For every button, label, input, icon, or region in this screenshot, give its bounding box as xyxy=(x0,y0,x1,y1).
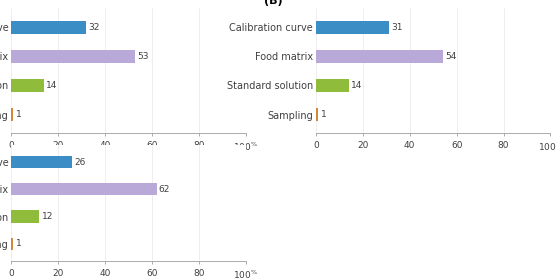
Text: 31: 31 xyxy=(391,23,403,32)
Bar xyxy=(316,79,349,92)
Bar xyxy=(11,238,13,250)
Bar xyxy=(316,108,318,121)
Bar xyxy=(11,108,13,121)
Text: 62: 62 xyxy=(159,185,170,194)
Text: 54: 54 xyxy=(445,52,456,61)
Bar xyxy=(11,79,44,92)
Text: (B): (B) xyxy=(264,0,283,6)
Bar xyxy=(11,156,72,168)
Bar xyxy=(11,50,136,63)
Bar xyxy=(316,50,443,63)
Text: 53: 53 xyxy=(138,52,149,61)
Text: 1: 1 xyxy=(321,110,326,119)
Bar xyxy=(316,21,389,34)
Bar xyxy=(11,21,86,34)
Text: 1: 1 xyxy=(16,110,22,119)
Text: 14: 14 xyxy=(46,81,58,90)
Bar xyxy=(11,183,156,195)
Text: 12: 12 xyxy=(42,212,53,221)
Text: 26: 26 xyxy=(75,158,86,167)
Text: 14: 14 xyxy=(351,81,363,90)
Text: 1: 1 xyxy=(16,239,22,248)
Bar xyxy=(11,210,39,223)
Text: 32: 32 xyxy=(88,23,100,32)
